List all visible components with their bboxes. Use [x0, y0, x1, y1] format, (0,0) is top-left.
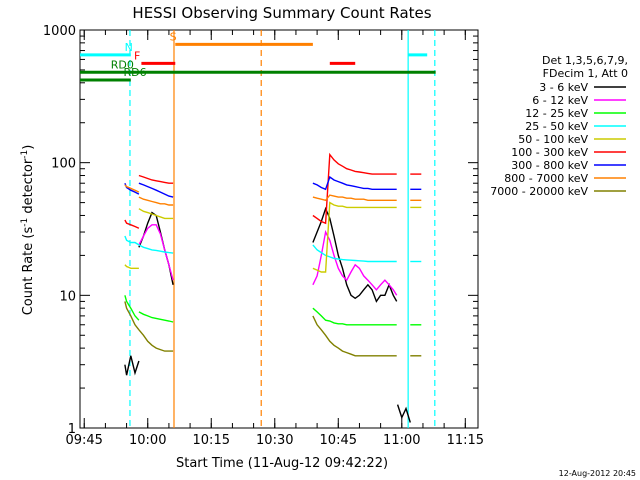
- series-line: [138, 244, 174, 254]
- legend-header: FDecim 1, Att 0: [543, 67, 628, 80]
- y-tick-label: 10: [59, 289, 76, 304]
- x-tick-label: 10:00: [129, 433, 166, 448]
- series-line: [124, 264, 139, 269]
- state-bar-label: F: [134, 49, 140, 62]
- series-line: [396, 404, 411, 423]
- x-axis-label: Start Time (11-Aug-12 09:42:22): [176, 456, 388, 471]
- x-tick-label: 10:45: [320, 433, 357, 448]
- x-tick-label: 10:30: [256, 433, 293, 448]
- series-line: [124, 184, 140, 193]
- legend-entry-label: 3 - 6 keV: [539, 81, 588, 94]
- plot-frame: [79, 29, 479, 429]
- series-line: [138, 329, 174, 352]
- series-line: [124, 355, 140, 376]
- y-tick-label: 1000: [43, 24, 76, 39]
- state-bar-label: RD6: [123, 66, 146, 79]
- legend-entry-label: 25 - 50 keV: [525, 120, 588, 133]
- series-line: [124, 295, 140, 321]
- footer-timestamp: 12-Aug-2012 20:45: [559, 469, 636, 478]
- state-bar-label: S: [170, 30, 177, 43]
- series-line: [312, 229, 398, 296]
- series-line: [312, 201, 397, 273]
- x-tick-label: 10:15: [193, 433, 230, 448]
- series-line: [138, 208, 174, 220]
- x-tick-label: 09:45: [65, 433, 102, 448]
- legend: Det 1,3,5,6,7,9,FDecim 1, Att 03 - 6 keV…: [490, 54, 628, 198]
- series-line: [138, 311, 174, 323]
- x-tick-label: 11:00: [383, 433, 420, 448]
- series-line: [312, 307, 397, 326]
- legend-entry-label: 100 - 300 keV: [511, 146, 588, 159]
- y-tick-label: 1: [68, 422, 76, 437]
- series-line: [312, 175, 397, 191]
- series-line: [138, 174, 174, 184]
- chart-title: HESSI Observing Summary Count Rates: [132, 4, 431, 22]
- series-line: [138, 224, 174, 281]
- series-line: [312, 244, 397, 263]
- y-axis-label: Count Rate (s-1 detector-1): [20, 145, 36, 316]
- state-bar-label: RD0: [111, 58, 134, 71]
- legend-entry-label: 6 - 12 keV: [532, 94, 588, 107]
- legend-entry-label: 300 - 800 keV: [511, 159, 588, 172]
- legend-entry-label: 12 - 25 keV: [525, 107, 588, 120]
- series-line: [312, 206, 398, 303]
- legend-entry-label: 800 - 7000 keV: [504, 172, 588, 185]
- series-line: [312, 152, 397, 225]
- series-line: [138, 196, 174, 206]
- series-line: [312, 315, 397, 357]
- series-line: [124, 301, 140, 331]
- series-line: [138, 182, 174, 198]
- series-line: [312, 194, 397, 202]
- plot-area: 1 10 100 1000 09:45 10:00 10:15 10:30 10:45 11:00…: [43, 24, 484, 448]
- legend-entry-label: 7000 - 20000 keV: [490, 185, 588, 198]
- legend-entry-label: 50 - 100 keV: [518, 133, 588, 146]
- series-line: [138, 211, 174, 285]
- state-bar-label: N: [125, 41, 133, 54]
- legend-header: Det 1,3,5,6,7,9,: [542, 54, 628, 67]
- x-tick-label: 11:15: [447, 433, 484, 448]
- y-tick-label: 100: [51, 157, 76, 172]
- series-line: [124, 219, 140, 229]
- series-line: [124, 235, 140, 246]
